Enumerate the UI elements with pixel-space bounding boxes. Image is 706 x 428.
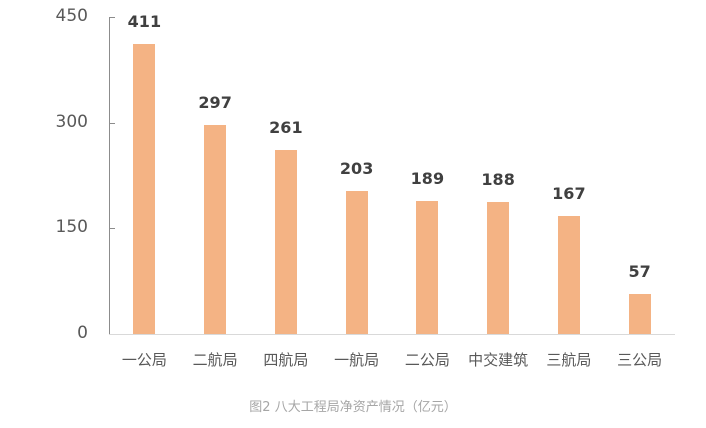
bar xyxy=(133,44,156,334)
bar-value-label: 188 xyxy=(481,169,515,189)
bar xyxy=(487,201,510,334)
x-category-label: 三航局 xyxy=(546,351,592,369)
y-tick-label: 0 xyxy=(77,323,88,343)
bar xyxy=(204,124,227,334)
bar xyxy=(628,293,651,334)
x-category-label: 二航局 xyxy=(192,351,238,369)
x-category-label: 中交建筑 xyxy=(468,351,529,369)
bar-value-label: 57 xyxy=(628,261,651,281)
y-tick-mark xyxy=(109,122,115,124)
x-category-label: 二公局 xyxy=(404,351,450,369)
bar xyxy=(416,200,439,334)
bar xyxy=(557,216,580,334)
x-category-label: 一航局 xyxy=(334,351,380,369)
x-axis-line xyxy=(109,334,675,335)
y-tick-label: 150 xyxy=(55,217,88,238)
bar-value-label: 297 xyxy=(198,92,232,112)
bar-value-label: 167 xyxy=(552,184,586,204)
x-category-label: 三公局 xyxy=(617,351,663,369)
bar-value-label: 203 xyxy=(339,158,374,178)
y-tick-mark xyxy=(109,17,115,18)
bar xyxy=(274,150,297,334)
y-axis-line xyxy=(109,17,110,334)
y-tick-label: 450 xyxy=(55,6,88,26)
chart-caption: 图2 八大工程局净资产情况（亿元） xyxy=(249,400,457,415)
bar-value-label: 189 xyxy=(410,168,445,188)
x-category-label: 四航局 xyxy=(263,351,309,369)
bar xyxy=(345,190,368,334)
bar-value-label: 261 xyxy=(269,118,303,138)
bar-value-label: 411 xyxy=(127,12,162,32)
x-category-label: 一公局 xyxy=(121,351,167,369)
y-tick-mark xyxy=(109,228,115,230)
y-tick-label: 300 xyxy=(55,111,88,132)
